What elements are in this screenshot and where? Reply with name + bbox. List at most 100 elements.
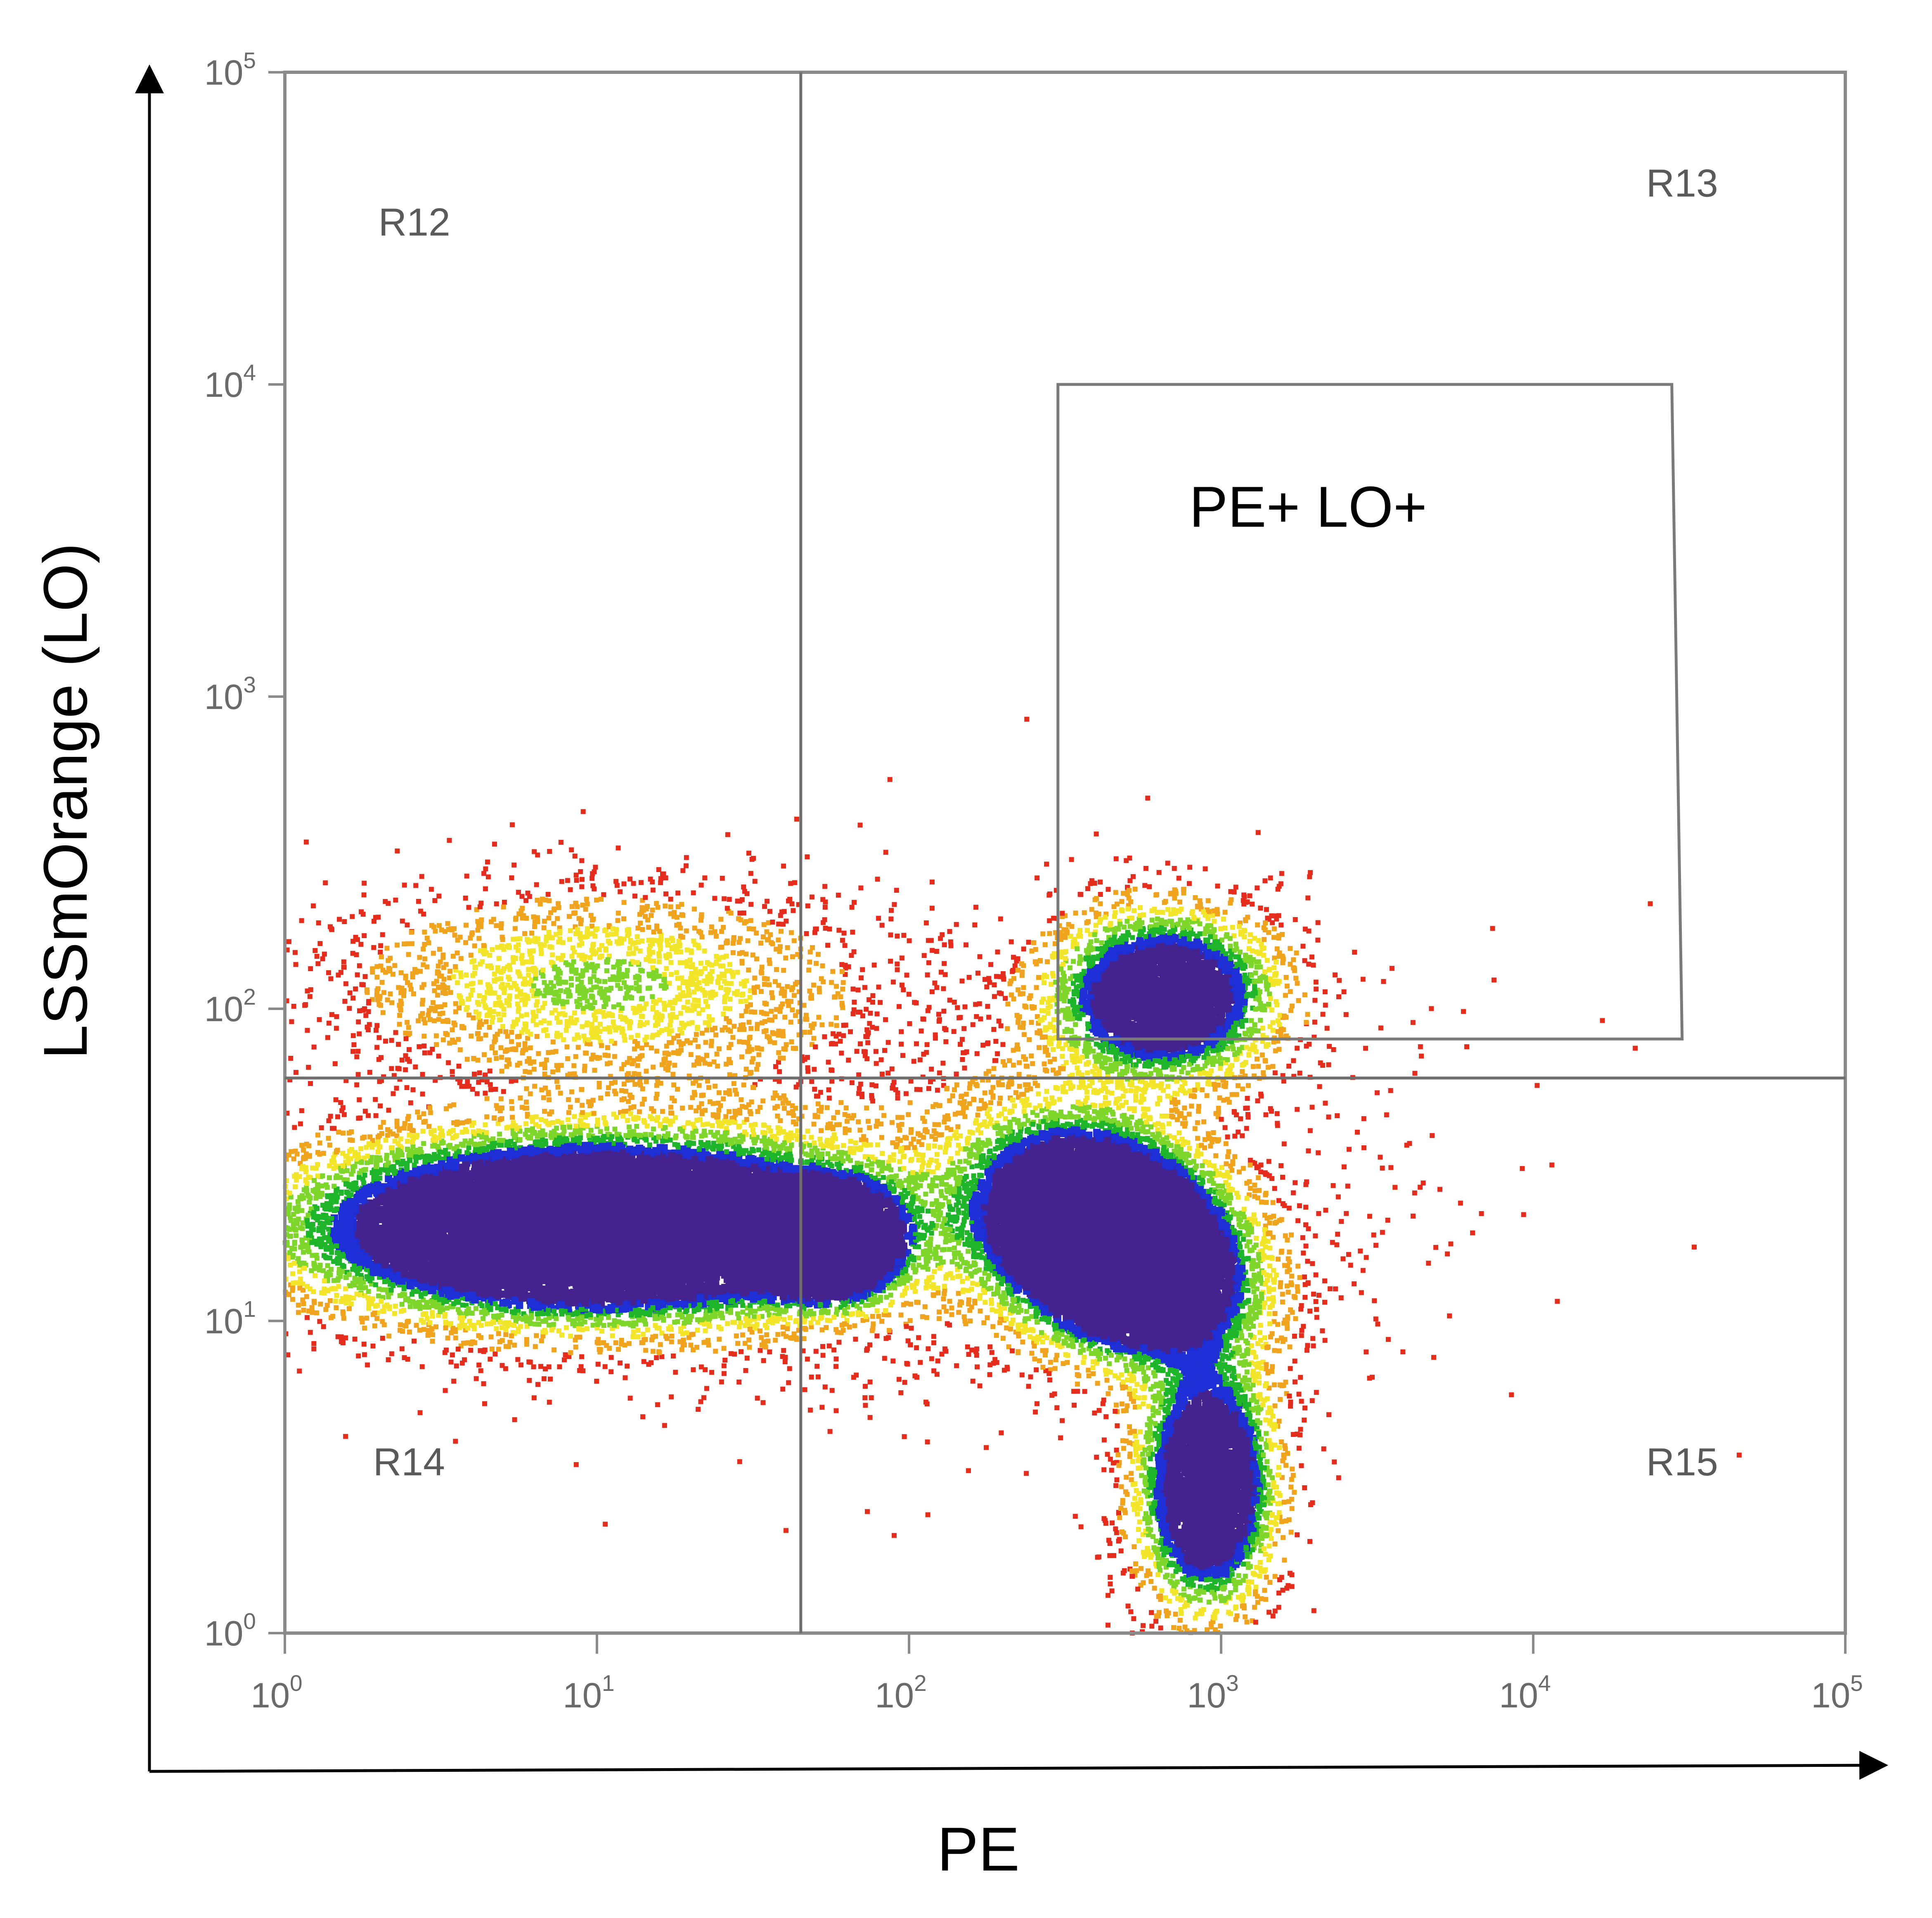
data-point: [286, 1211, 291, 1216]
data-point: [399, 1309, 404, 1314]
data-point: [557, 1364, 562, 1369]
data-point: [317, 1319, 322, 1324]
data-point: [807, 1143, 812, 1148]
data-point: [724, 1126, 729, 1131]
data-point: [568, 1334, 573, 1339]
data-point: [291, 1157, 296, 1162]
data-point: [743, 1368, 748, 1373]
data-point: [627, 1124, 632, 1129]
data-point: [899, 1313, 904, 1318]
data-point: [389, 1351, 394, 1356]
data-point: [347, 1149, 352, 1154]
data-point: [654, 1355, 659, 1360]
data-point: [710, 1123, 715, 1128]
data-point: [419, 1318, 424, 1323]
data-point: [669, 1340, 674, 1344]
data-point: [838, 1100, 843, 1105]
data-point: [841, 1143, 846, 1148]
data-point: [562, 1357, 567, 1362]
data-point: [645, 1328, 650, 1332]
data-point: [454, 1133, 459, 1138]
data-point: [295, 1152, 300, 1157]
data-point: [916, 1263, 921, 1268]
data-point: [778, 1118, 783, 1123]
data-point: [943, 1150, 948, 1155]
data-point: [722, 1346, 727, 1351]
data-point: [365, 1363, 370, 1368]
data-point: [816, 1375, 821, 1380]
data-point: [382, 1304, 387, 1309]
data-point: [349, 1302, 354, 1306]
flow-cytometry-plot: 100 101 102 103 104 105 100101102103104105 R1…: [0, 0, 1932, 1918]
data-point: [310, 1222, 315, 1227]
data-point: [825, 1151, 830, 1156]
data-point: [320, 1230, 325, 1235]
data-point: [704, 1386, 709, 1391]
data-point: [512, 1417, 517, 1422]
data-point: [688, 1105, 693, 1110]
data-point: [386, 1357, 391, 1362]
data-point: [669, 1334, 674, 1339]
data-point: [918, 1360, 923, 1365]
data-point: [848, 1139, 853, 1144]
data-point: [745, 1356, 750, 1361]
data-point: [305, 1193, 310, 1197]
data-point: [408, 1304, 413, 1309]
data-point: [536, 1316, 541, 1321]
data-point: [343, 1434, 348, 1439]
data-point: [647, 1143, 652, 1147]
data-point: [301, 1308, 306, 1313]
data-point: [500, 1313, 504, 1318]
data-point: [376, 1150, 381, 1155]
data-point: [411, 1087, 416, 1092]
data-point: [921, 1152, 926, 1157]
data-point: [887, 1328, 892, 1333]
data-point: [706, 1085, 711, 1090]
data-point: [298, 1121, 303, 1126]
data-point: [494, 1326, 499, 1331]
data-point: [476, 1333, 481, 1338]
data-point: [493, 1087, 498, 1092]
data-point: [488, 1357, 492, 1362]
data-point: [299, 1143, 304, 1148]
data-point: [708, 1099, 713, 1104]
x-axis-arrow: [149, 1765, 1882, 1771]
data-point: [336, 1130, 341, 1135]
data-point: [524, 1342, 529, 1347]
data-point: [380, 1336, 385, 1341]
data-point: [345, 1168, 350, 1173]
data-point: [426, 1124, 431, 1129]
data-point: [926, 1143, 931, 1148]
data-point: [764, 1332, 769, 1337]
data-point: [722, 1363, 727, 1368]
data-point: [761, 1400, 766, 1405]
data-point: [290, 1271, 295, 1276]
data-point: [608, 1369, 613, 1374]
data-point: [468, 1348, 473, 1353]
data-point: [534, 1114, 539, 1119]
data-point: [344, 1190, 349, 1195]
data-point: [812, 1087, 817, 1092]
data-point: [847, 1325, 852, 1330]
data-point: [311, 1347, 316, 1351]
data-point: [324, 1182, 329, 1187]
data-point: [421, 1129, 426, 1134]
data-point: [296, 1303, 301, 1308]
data-point: [599, 1329, 604, 1334]
data-point: [695, 1328, 700, 1332]
data-point: [378, 1125, 383, 1130]
data-point: [336, 1334, 341, 1339]
data-point: [425, 1316, 430, 1321]
data-point: [950, 1259, 955, 1264]
data-point: [814, 1148, 819, 1153]
data-point: [362, 1325, 367, 1330]
density-dots: [283, 717, 1742, 1636]
data-point: [433, 1324, 438, 1329]
data-point: [685, 1134, 690, 1139]
data-point: [575, 1098, 580, 1103]
data-point: [628, 1396, 633, 1401]
data-point: [481, 1316, 485, 1321]
data-point: [314, 1311, 319, 1316]
data-point: [601, 1115, 606, 1120]
data-point: [408, 1100, 413, 1105]
